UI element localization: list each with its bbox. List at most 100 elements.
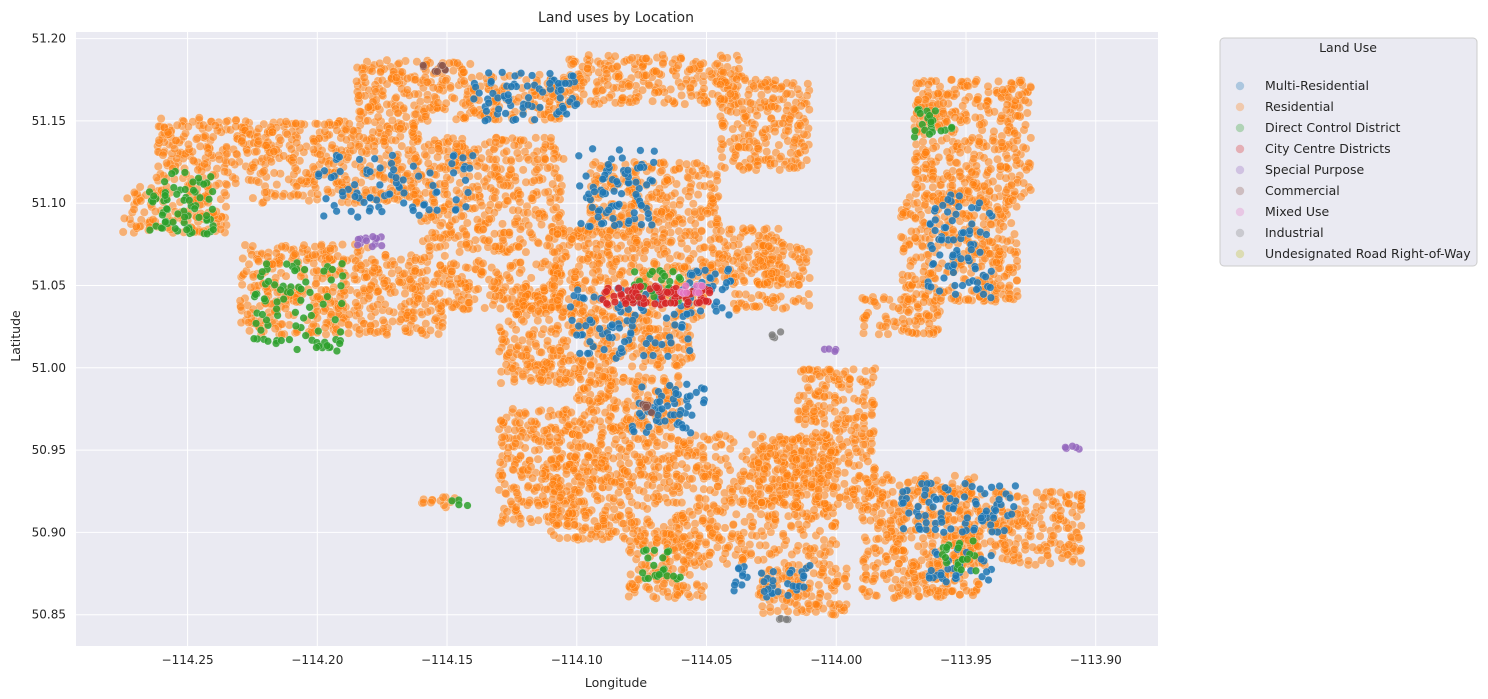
data-point (564, 356, 574, 365)
data-point (489, 277, 499, 287)
data-point (231, 178, 241, 188)
data-point (266, 157, 276, 167)
data-point (292, 182, 301, 191)
data-point (308, 162, 318, 172)
data-point (749, 81, 758, 91)
data-point (599, 516, 608, 526)
data-point (652, 187, 661, 197)
data-point (542, 241, 552, 250)
data-point (581, 523, 590, 532)
data-point (222, 142, 231, 152)
data-point (549, 281, 559, 291)
data-point (570, 364, 580, 373)
data-point (362, 272, 372, 282)
data-point (409, 121, 419, 131)
data-point (790, 135, 800, 145)
data-point (409, 313, 419, 323)
data-point (642, 504, 652, 514)
data-point (673, 590, 682, 600)
data-point (473, 161, 482, 171)
data-point (515, 258, 525, 268)
data-point (258, 167, 268, 177)
data-point (401, 112, 411, 122)
data-point (286, 144, 296, 154)
data-point (590, 415, 600, 425)
data-point (680, 262, 689, 272)
data-point (584, 484, 594, 494)
data-point (382, 55, 392, 65)
data-point (515, 418, 525, 428)
data-point (424, 242, 434, 252)
data-point (643, 438, 653, 448)
data-point (730, 133, 739, 143)
data-point (649, 492, 659, 502)
data-point (653, 360, 663, 369)
data-point (585, 423, 595, 432)
data-point (316, 241, 326, 251)
data-point (455, 247, 464, 257)
data-point (452, 185, 461, 195)
data-point (600, 408, 610, 417)
data-point (580, 410, 589, 420)
data-point (685, 570, 695, 580)
data-point (203, 148, 213, 158)
data-point (510, 219, 520, 229)
data-point (373, 112, 383, 122)
data-point (753, 143, 763, 153)
data-point (461, 230, 471, 240)
data-point (524, 498, 534, 508)
data-point (539, 426, 549, 436)
data-point (373, 300, 383, 309)
data-point (488, 300, 498, 310)
data-point (557, 254, 567, 264)
data-point (678, 581, 688, 591)
data-point (400, 324, 410, 333)
data-point (473, 171, 483, 181)
data-point (573, 472, 583, 481)
data-point (276, 135, 285, 145)
data-point (670, 219, 680, 229)
data-point (540, 212, 549, 222)
data-point (210, 121, 220, 131)
data-point (677, 459, 687, 469)
data-point (171, 136, 181, 146)
data-point (170, 144, 180, 154)
data-point (154, 135, 164, 145)
data-point (245, 326, 254, 336)
data-point (718, 253, 727, 263)
data-point (200, 131, 210, 141)
data-point (440, 251, 450, 261)
data-point (158, 150, 168, 160)
data-point (642, 315, 651, 325)
data-point (540, 154, 550, 164)
data-point (614, 72, 623, 82)
data-point (531, 259, 541, 269)
data-point (579, 77, 589, 87)
data-point (785, 114, 794, 124)
data-point (662, 175, 672, 185)
data-point (248, 193, 258, 203)
data-point (431, 313, 441, 323)
data-point (666, 237, 676, 247)
data-point (410, 255, 420, 265)
data-point (728, 241, 738, 251)
data-point (327, 140, 337, 150)
data-point (496, 518, 506, 528)
data-point (782, 89, 792, 98)
data-point (574, 431, 584, 440)
data-point (324, 253, 334, 263)
data-point (804, 105, 814, 115)
data-point (393, 108, 403, 118)
data-point (589, 407, 598, 417)
data-point (592, 244, 601, 254)
data-point (549, 463, 558, 473)
data-point (718, 53, 728, 63)
data-point (633, 434, 643, 444)
data-point (382, 100, 392, 109)
data-point (743, 245, 753, 255)
data-point (484, 235, 494, 245)
data-point (611, 527, 621, 537)
data-point (506, 497, 516, 506)
data-point (693, 190, 703, 200)
data-point (248, 241, 258, 251)
